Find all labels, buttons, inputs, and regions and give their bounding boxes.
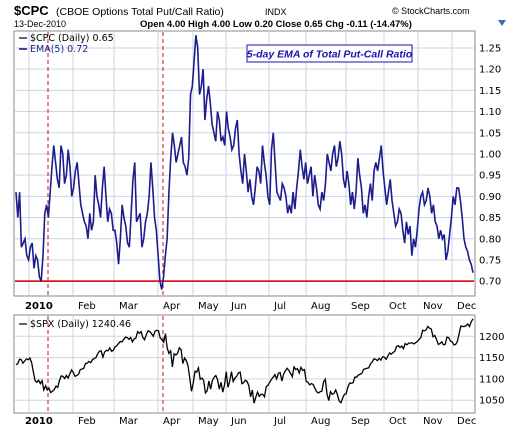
y-tick-label: 1050 — [479, 396, 504, 407]
watermark: © StockCharts.com — [392, 6, 470, 16]
x-tick-label: Sep — [351, 416, 370, 427]
annotation-text: 5-day EMA of Total Put-Call Ratio — [247, 49, 413, 61]
x-tick-label: Jul — [273, 301, 286, 312]
date-label: 13-Dec-2010 — [14, 19, 66, 29]
x-tick-label: Mar — [119, 301, 139, 312]
x-tick-label: Feb — [78, 416, 96, 427]
x-tick-label: Jun — [230, 301, 247, 312]
cpc-vertical-markers — [47, 32, 164, 295]
y-tick-label: 1200 — [479, 332, 504, 343]
y-tick-label: 1.10 — [479, 107, 501, 118]
spx-panel: 1050 1100 1150 1200 $SPX (Daily) 1240.46 — [13, 314, 504, 414]
cpc-y-axis: 0.70 0.75 0.80 0.85 0.90 0.95 1.00 1.05 1.10 1.15… — [479, 43, 501, 287]
y-tick-label: 1.20 — [479, 65, 501, 76]
y-tick-label: 1.05 — [479, 128, 501, 139]
x-tick-label: Apr — [163, 416, 181, 427]
x-tick-label: Dec — [457, 416, 476, 427]
y-tick-label: 1.25 — [479, 43, 501, 54]
x-axis-top: 2010 Feb Mar Apr May Jun Jul Aug Sep Oct Nov Dec — [25, 301, 476, 312]
y-tick-label: 0.75 — [479, 255, 501, 266]
x-axis-bottom: 2010 Feb Mar Apr May Jun Jul Aug Sep Oct Nov Dec — [25, 416, 476, 427]
quote-line: Open 4.00 High 4.00 Low 0.20 Close 0.65 … — [140, 19, 412, 30]
spx-legend: $SPX (Daily) 1240.46 — [19, 319, 131, 330]
y-tick-label: 0.85 — [479, 213, 501, 224]
x-tick-label: Oct — [389, 301, 406, 312]
y-tick-label: 1.00 — [479, 149, 501, 160]
symbol-name: (CBOE Options Total Put/Call Ratio) — [56, 6, 224, 18]
x-tick-label: Aug — [311, 416, 331, 427]
x-tick-label: Jun — [230, 416, 247, 427]
annotation-box — [246, 44, 413, 63]
x-tick-label: Nov — [423, 301, 443, 312]
spx-grid — [15, 316, 474, 412]
y-tick-label: 0.70 — [479, 277, 501, 288]
spx-vertical-markers — [47, 316, 164, 412]
x-tick-label: Aug — [311, 301, 331, 312]
cpc-series-line — [15, 35, 474, 290]
y-tick-label: 0.90 — [479, 192, 501, 203]
y-tick-label: 0.95 — [479, 171, 501, 182]
x-tick-label: Apr — [163, 301, 181, 312]
cpc-legend: $CPC (Daily) 0.65 EMA(5) 0.72 — [19, 33, 114, 55]
x-tick-label: Mar — [119, 416, 139, 427]
x-tick-label: Sep — [351, 301, 370, 312]
x-tick-label: Jul — [273, 416, 286, 427]
y-tick-label: 0.80 — [479, 234, 501, 245]
x-tick-label: 2010 — [25, 416, 53, 427]
dropdown-arrow-icon[interactable] — [498, 20, 506, 26]
x-tick-label: Oct — [389, 416, 406, 427]
spx-legend-label: $SPX (Daily) 1240.46 — [30, 319, 131, 330]
x-tick-label: Feb — [78, 301, 96, 312]
ema-legend-label: EMA(5) 0.72 — [30, 44, 88, 55]
x-tick-label: 2010 — [25, 301, 53, 312]
spx-panel-frame — [13, 314, 476, 414]
y-tick-label: 1100 — [479, 374, 504, 385]
x-tick-label: May — [198, 416, 219, 427]
y-tick-label: 1.15 — [479, 86, 501, 97]
cpc-legend-label: $CPC (Daily) 0.65 — [30, 33, 114, 44]
spx-y-axis: 1050 1100 1150 1200 — [479, 332, 504, 407]
x-tick-label: Nov — [423, 416, 443, 427]
x-tick-label: Dec — [457, 301, 476, 312]
symbol-label: $CPC — [14, 3, 49, 18]
exchange-label: INDX — [265, 7, 287, 17]
spx-series-line — [15, 318, 474, 404]
x-tick-label: May — [198, 301, 219, 312]
cpc-panel: 0.70 0.75 0.80 0.85 0.90 0.95 1.00 1.05 1.10 1.15… — [13, 30, 501, 297]
chart-header: $CPC (CBOE Options Total Put/Call Ratio)… — [14, 3, 506, 30]
y-tick-label: 1150 — [479, 353, 504, 364]
